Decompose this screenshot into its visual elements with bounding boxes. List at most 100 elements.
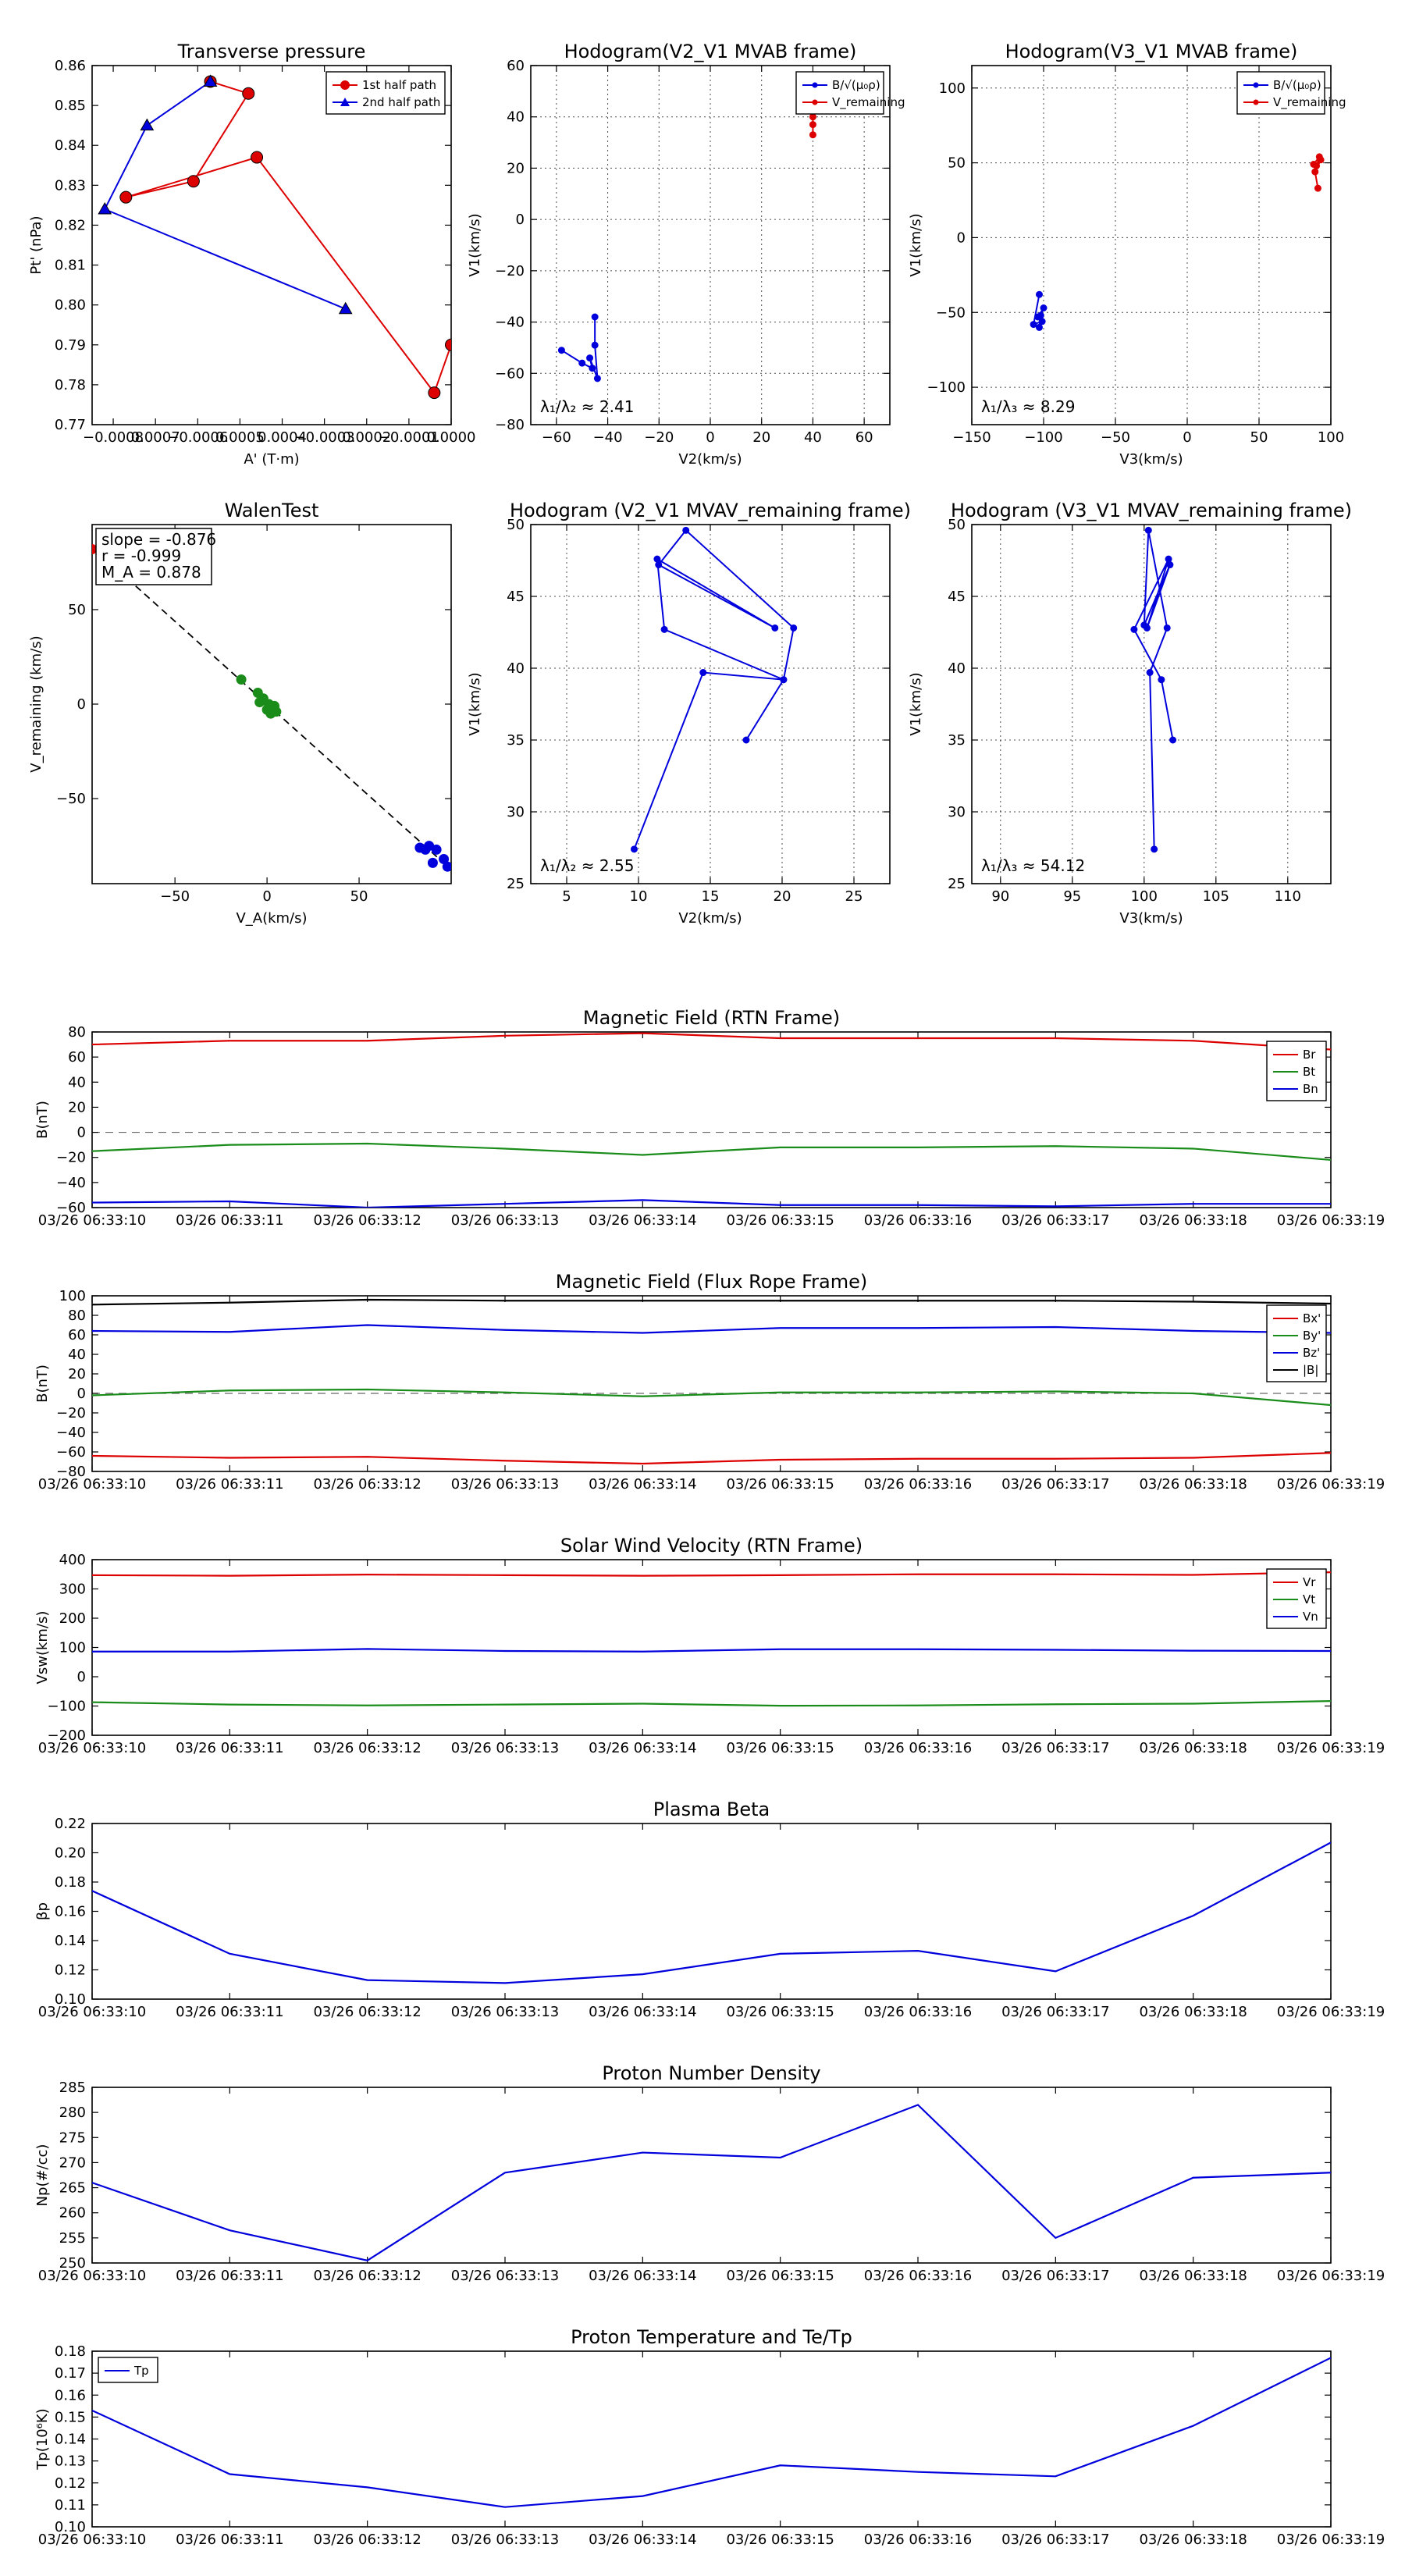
y-tick-label: 25	[507, 876, 525, 892]
x-tick-label: 03/26 06:33:16	[864, 2004, 972, 2020]
y-tick-label: 0.12	[55, 1962, 86, 1979]
y-tick-label: 30	[948, 804, 966, 820]
y-tick-label: 0.79	[55, 337, 86, 354]
x-tick-label: 0	[706, 429, 714, 446]
y-axis-label: Vsw(km/s)	[34, 1611, 51, 1685]
y-tick-label: 40	[507, 109, 525, 126]
data-point	[119, 190, 133, 204]
eigenvalue-ratio: λ₁/λ₃ ≈ 54.12	[981, 856, 1085, 875]
data-point	[557, 347, 565, 354]
x-tick-label: 03/26 06:33:13	[451, 2268, 559, 2284]
data-point	[1035, 323, 1043, 331]
x-tick-label: 0	[262, 888, 271, 905]
x-tick-label: 03/26 06:33:13	[451, 2004, 559, 2020]
x-axis-label: V_A(km/s)	[236, 910, 307, 927]
legend: 1st half path 2nd half path	[325, 71, 446, 115]
legend-label: Bt	[1303, 1065, 1315, 1079]
y-axis-label: B(nT)	[34, 1364, 51, 1403]
legend-marker	[340, 80, 350, 90]
x-tick-label: 03/26 06:33:12	[313, 2004, 421, 2020]
legend: Vr Vt Vn	[1266, 1568, 1327, 1629]
data-point	[1166, 561, 1174, 569]
x-tick-label: 03/26 06:33:18	[1139, 1740, 1247, 1756]
x-tick-label: 03/26 06:33:19	[1277, 2004, 1385, 2020]
y-tick-label: 275	[59, 2129, 86, 2146]
data-point	[1315, 153, 1323, 161]
y-tick-label: 80	[68, 1308, 86, 1324]
data-point	[1030, 321, 1037, 329]
legend-marker	[340, 98, 350, 106]
x-tick-label: 03/26 06:33:13	[451, 2532, 559, 2548]
series-vn-line	[92, 1648, 1331, 1653]
y-tick-label: 285	[59, 2080, 86, 2096]
chart-title: Magnetic Field (Flux Rope Frame)	[556, 1271, 867, 1293]
data-point	[1035, 290, 1043, 298]
x-tick-label: −50	[1101, 429, 1130, 446]
x-tick-label: 03/26 06:33:11	[176, 2004, 283, 2020]
legend-marker	[812, 82, 818, 88]
x-tick-label: 03/26 06:33:11	[176, 1740, 283, 1756]
y-tick-label: −80	[495, 417, 525, 433]
y-tick-label: −20	[56, 1150, 86, 1166]
x-tick-label: −150	[952, 429, 991, 446]
y-tick-label: 0.18	[55, 2343, 86, 2360]
legend: B/√(μ₀ρ) V_remaining	[795, 71, 905, 115]
legend-marker	[1253, 82, 1259, 88]
series-layer	[92, 1032, 1331, 1208]
y-tick-label: 260	[59, 2205, 86, 2222]
y-tick-label: 100	[939, 80, 966, 97]
y-axis-label: V1(km/s)	[467, 213, 483, 276]
y-tick-label: −50	[936, 304, 966, 321]
plot-frame	[91, 65, 452, 425]
data-point	[92, 543, 98, 554]
x-tick-label: 03/26 06:33:10	[38, 2004, 146, 2020]
x-tick-label: 03/26 06:33:15	[726, 2532, 834, 2548]
data-point	[1130, 625, 1138, 633]
y-tick-label: 60	[68, 1049, 86, 1066]
y-tick-label: 50	[948, 517, 966, 533]
y-tick-label: 50	[948, 155, 966, 172]
y-tick-label: 0.14	[55, 2432, 86, 2448]
y-axis-label: B(nT)	[34, 1101, 51, 1139]
data-point	[1151, 845, 1158, 853]
x-tick-label: 03/26 06:33:17	[1001, 1740, 1109, 1756]
data-point	[431, 844, 442, 855]
y-tick-label: 0.81	[55, 258, 86, 274]
legend-label: B/√(μ₀ρ)	[1273, 78, 1321, 92]
data-point	[271, 706, 282, 717]
series-b--line	[1133, 530, 1174, 849]
x-tick-label: 110	[1275, 888, 1301, 905]
data-point	[682, 526, 690, 534]
x-tick-label: 03/26 06:33:16	[864, 1476, 972, 1493]
y-tick-label: 30	[507, 804, 525, 820]
legend-label: V_remaining	[832, 95, 905, 110]
series-bn-line	[92, 1199, 1331, 1208]
x-tick-label: 03/26 06:33:15	[726, 2268, 834, 2284]
x-axis-label: V2(km/s)	[678, 451, 742, 468]
data-point	[1158, 676, 1165, 684]
y-tick-label: −50	[56, 791, 86, 807]
legend-label: V_remaining	[1273, 95, 1346, 110]
x-tick-label: 03/26 06:33:14	[589, 2532, 696, 2548]
plot-frame	[971, 65, 1332, 425]
chart-vsw: 03/26 06:33:10 03/26 06:33:11 03/26 06:33:…	[34, 1535, 1385, 1756]
y-tick-label: 60	[68, 1327, 86, 1343]
x-tick-label: 10	[630, 888, 648, 905]
y-tick-label: 0.10	[55, 2519, 86, 2535]
data-point	[655, 561, 663, 569]
x-tick-label: 03/26 06:33:11	[176, 1212, 283, 1229]
series-layer	[92, 1571, 1331, 1707]
y-tick-label: 250	[59, 2255, 86, 2272]
y-tick-label: −80	[56, 1464, 86, 1480]
data-point	[591, 341, 599, 349]
x-tick-label: 03/26 06:33:15	[726, 1476, 834, 1493]
series-layer	[92, 2104, 1331, 2261]
y-tick-label: −200	[48, 1727, 86, 1744]
eigenvalue-ratio: λ₁/λ₂ ≈ 2.41	[540, 397, 634, 416]
y-axis-label: Np(#/cc)	[34, 2144, 51, 2207]
x-tick-label: 03/26 06:33:11	[176, 2268, 283, 2284]
x-tick-label: 90	[991, 888, 1009, 905]
x-tick-label: −0.0003	[294, 429, 355, 446]
